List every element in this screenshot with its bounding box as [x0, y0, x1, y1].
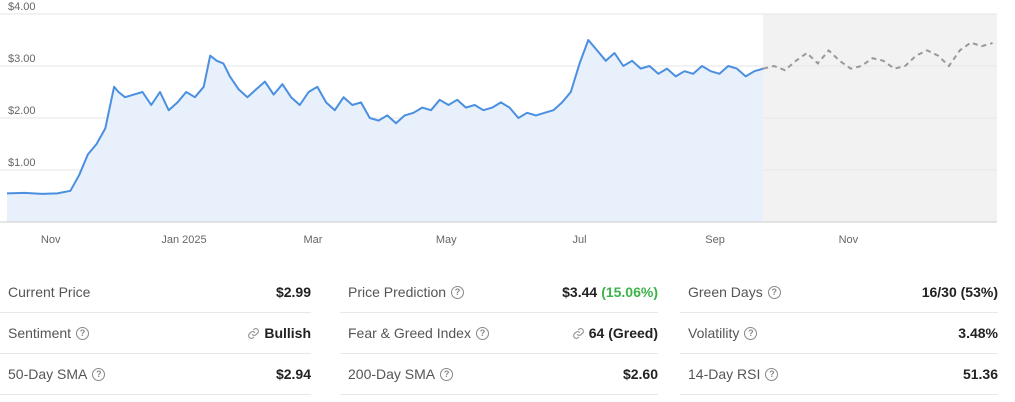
link-icon	[248, 327, 260, 339]
stat-value: $2.99	[275, 284, 311, 300]
help-icon[interactable]: ?	[744, 326, 758, 340]
help-icon[interactable]: ?	[92, 367, 106, 381]
stat-label: Current Price	[8, 284, 91, 300]
stat-value: $2.60	[622, 366, 658, 382]
stat-change: (15.06%)	[601, 284, 658, 300]
stat-value: $2.94	[275, 366, 311, 382]
stat-label: Volatility	[688, 325, 740, 341]
stat-50-day-sma: 50-Day SMA? $2.94	[0, 354, 311, 395]
stat-value: $3.44	[562, 284, 598, 300]
x-tick-label: Nov	[839, 234, 859, 246]
stat-value: 3.48%	[958, 325, 998, 341]
stat-value[interactable]: Bullish	[264, 325, 311, 341]
x-tick-label: Mar	[303, 234, 322, 246]
y-tick-label: $2.00	[8, 105, 36, 117]
stat-value: 16/30 (53%)	[921, 284, 998, 300]
stat-label: Price Prediction	[348, 284, 447, 300]
stat-label: 50-Day SMA	[8, 366, 88, 382]
stat-label: Sentiment	[8, 325, 72, 341]
y-tick-label: $1.00	[8, 157, 36, 169]
y-tick-label: $3.00	[8, 53, 36, 65]
prediction-line	[762, 41, 993, 72]
x-tick-label: Jul	[573, 234, 587, 246]
stat-value: 51.36	[962, 366, 998, 382]
x-tick-label: May	[436, 234, 457, 246]
stat-green-days: Green Days? 16/30 (53%)	[680, 272, 998, 313]
stat-fear-greed: Fear & Greed Index? 64 (Greed)	[340, 313, 658, 354]
price-area	[7, 40, 764, 222]
help-icon[interactable]: ?	[451, 285, 465, 299]
stat-14-day-rsi: 14-Day RSI? 51.36	[680, 354, 998, 395]
help-icon[interactable]: ?	[440, 367, 454, 381]
stat-current-price: Current Price $2.99	[0, 272, 311, 313]
stat-200-day-sma: 200-Day SMA? $2.60	[340, 354, 658, 395]
help-icon[interactable]: ?	[765, 367, 779, 381]
stat-volatility: Volatility? 3.48%	[680, 313, 998, 354]
x-tick-label: Jan 2025	[161, 234, 206, 246]
y-tick-label: $4.00	[8, 1, 36, 13]
stat-label: 200-Day SMA	[348, 366, 436, 382]
help-icon[interactable]: ?	[767, 285, 781, 299]
price-line	[6, 39, 764, 195]
stat-label: Green Days	[688, 284, 763, 300]
help-icon[interactable]: ?	[475, 326, 489, 340]
stat-value[interactable]: 64 (Greed)	[588, 325, 658, 341]
help-icon[interactable]: ?	[76, 326, 90, 340]
stat-label: Fear & Greed Index	[348, 325, 471, 341]
stat-price-prediction: Price Prediction? $3.44 (15.06%)	[340, 272, 658, 313]
stat-sentiment: Sentiment? Bullish	[0, 313, 311, 354]
x-tick-label: Nov	[41, 234, 61, 246]
x-tick-label: Sep	[705, 234, 725, 246]
link-icon	[572, 327, 584, 339]
stat-label: 14-Day RSI	[688, 366, 761, 382]
